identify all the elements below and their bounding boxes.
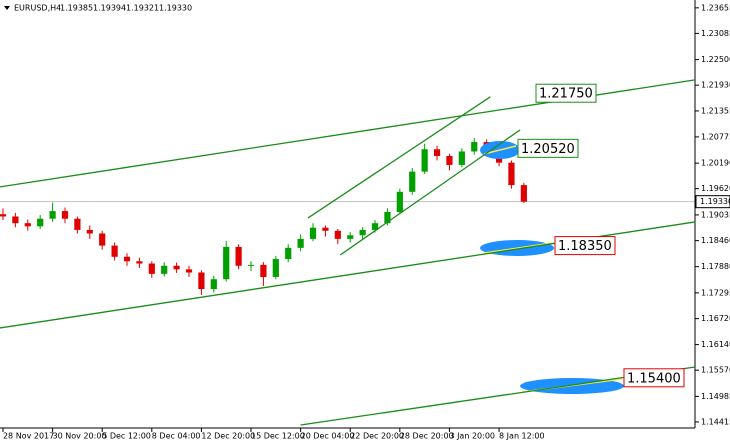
candle-body <box>396 191 403 212</box>
candle-body <box>223 246 230 280</box>
y-tick-label: 1.22500 <box>701 55 730 64</box>
candle-body <box>371 223 379 230</box>
y-tick-label: 1.14985 <box>701 392 730 401</box>
header-high: 1.19394 <box>93 4 126 13</box>
candle-body <box>185 269 193 273</box>
candle-body <box>99 233 106 246</box>
candle-body <box>347 235 354 239</box>
candle-body <box>210 279 217 290</box>
candle-body <box>123 256 131 262</box>
symbol: EURUSD,H4 <box>14 4 61 13</box>
candle-body <box>12 216 19 224</box>
level-box <box>623 368 685 388</box>
candle-body <box>235 246 242 266</box>
level-label: 1.20520 <box>521 142 575 157</box>
candle-body <box>247 264 255 266</box>
candle-body <box>61 211 69 219</box>
y-tick-label: 1.17295 <box>701 288 730 297</box>
candle-body <box>111 245 118 257</box>
header-close: 1.19330 <box>159 4 192 13</box>
candle-body <box>136 261 143 264</box>
x-tick-label: 28 Dec 20:00 <box>400 432 454 441</box>
candle-body <box>359 229 366 236</box>
level-box <box>554 236 616 256</box>
y-tick-label: 1.20190 <box>701 159 730 168</box>
trendline <box>339 129 521 256</box>
current-price-box <box>695 195 730 209</box>
x-tick-label: 12 Dec 20:00 <box>201 432 255 441</box>
level-label: 1.18350 <box>558 239 612 254</box>
y-tick-label: 1.19620 <box>701 184 730 193</box>
y-tick-label: 1.16720 <box>701 314 730 323</box>
x-tick-label: 3 Jan 20:00 <box>449 432 495 441</box>
x-tick-label: 8 Jan 12:00 <box>499 432 545 441</box>
x-tick-label: 30 Nov 20:00 <box>53 432 107 441</box>
candle-body <box>297 238 304 248</box>
candle-body <box>409 171 416 192</box>
candle-body <box>285 247 292 260</box>
candle-body <box>37 218 44 227</box>
level-label: 1.15400 <box>627 371 681 386</box>
y-tick-label: 1.17880 <box>701 262 730 271</box>
level-label: 1.21750 <box>539 87 593 102</box>
x-tick-label: 22 Dec 20:00 <box>350 432 404 441</box>
current-price-label: 1.19330 <box>700 197 730 206</box>
y-tick-label: 1.21355 <box>701 106 730 115</box>
x-tick-label: 20 Dec 04:00 <box>301 432 355 441</box>
candle-body <box>173 265 180 270</box>
x-tick-label: 5 Dec 12:00 <box>102 432 151 441</box>
y-tick-label: 1.16140 <box>701 340 730 349</box>
candle-body <box>74 218 81 230</box>
candle-body <box>0 214 7 217</box>
candle-body <box>384 211 391 224</box>
level-box <box>535 83 597 103</box>
candle-body <box>334 230 341 239</box>
menu-triangle[interactable] <box>4 6 10 10</box>
y-tick-label: 1.20775 <box>701 132 730 141</box>
candle-body <box>49 211 56 219</box>
candle-body <box>421 149 428 172</box>
candle-body <box>322 227 329 231</box>
level-box <box>517 138 579 158</box>
candle-body <box>471 142 478 152</box>
y-tick-label: 1.23085 <box>701 29 730 38</box>
x-tick-label: 15 Dec 12:00 <box>251 432 305 441</box>
y-tick-label: 1.19035 <box>701 210 730 219</box>
y-tick-label: 1.23655 <box>701 3 730 12</box>
candle-body <box>161 265 168 274</box>
header-open: 1.19385 <box>60 4 93 13</box>
y-tick-label: 1.21930 <box>701 81 730 90</box>
candle-body <box>446 155 453 165</box>
candle-body <box>260 264 267 277</box>
ellipse-line <box>483 145 517 155</box>
y-tick-label: 1.18460 <box>701 236 730 245</box>
y-tick-label: 1.14415 <box>701 417 730 426</box>
y-tick-label: 1.15570 <box>701 366 730 375</box>
candle-body <box>272 259 279 277</box>
candle-body <box>508 162 515 186</box>
candle-body <box>24 223 31 227</box>
candle-body <box>86 229 93 234</box>
header-low: 1.19321 <box>126 4 159 13</box>
candle-body <box>309 227 317 239</box>
x-tick-label: 8 Dec 04:00 <box>152 432 201 441</box>
candle-body <box>148 263 155 274</box>
trendline <box>307 96 491 219</box>
candle-body <box>433 149 441 156</box>
x-tick-label: 28 Nov 2017 <box>3 432 54 441</box>
ellipse-line <box>483 242 553 254</box>
candle-body <box>198 272 205 290</box>
candle-body <box>520 185 527 202</box>
candle-body <box>458 151 465 165</box>
